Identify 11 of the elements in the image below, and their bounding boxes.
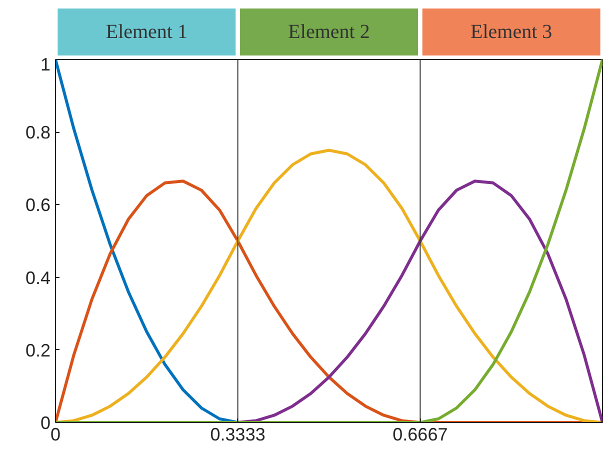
text: Element 2 <box>288 21 370 43</box>
text: Element 3 <box>470 21 552 43</box>
text: Element 1 <box>106 21 188 43</box>
x-tick-label: 0.6667 <box>392 424 448 444</box>
y-tick-label: 0.4 <box>25 268 51 288</box>
y-tick-label: 0.8 <box>25 122 51 143</box>
y-tick-label: 0.2 <box>25 340 51 360</box>
line-series <box>56 60 602 422</box>
y-tick-label: 0.6 <box>25 195 51 216</box>
y-tick-label: 1 <box>40 54 51 74</box>
x-tick-label: 0.3333 <box>210 424 266 444</box>
